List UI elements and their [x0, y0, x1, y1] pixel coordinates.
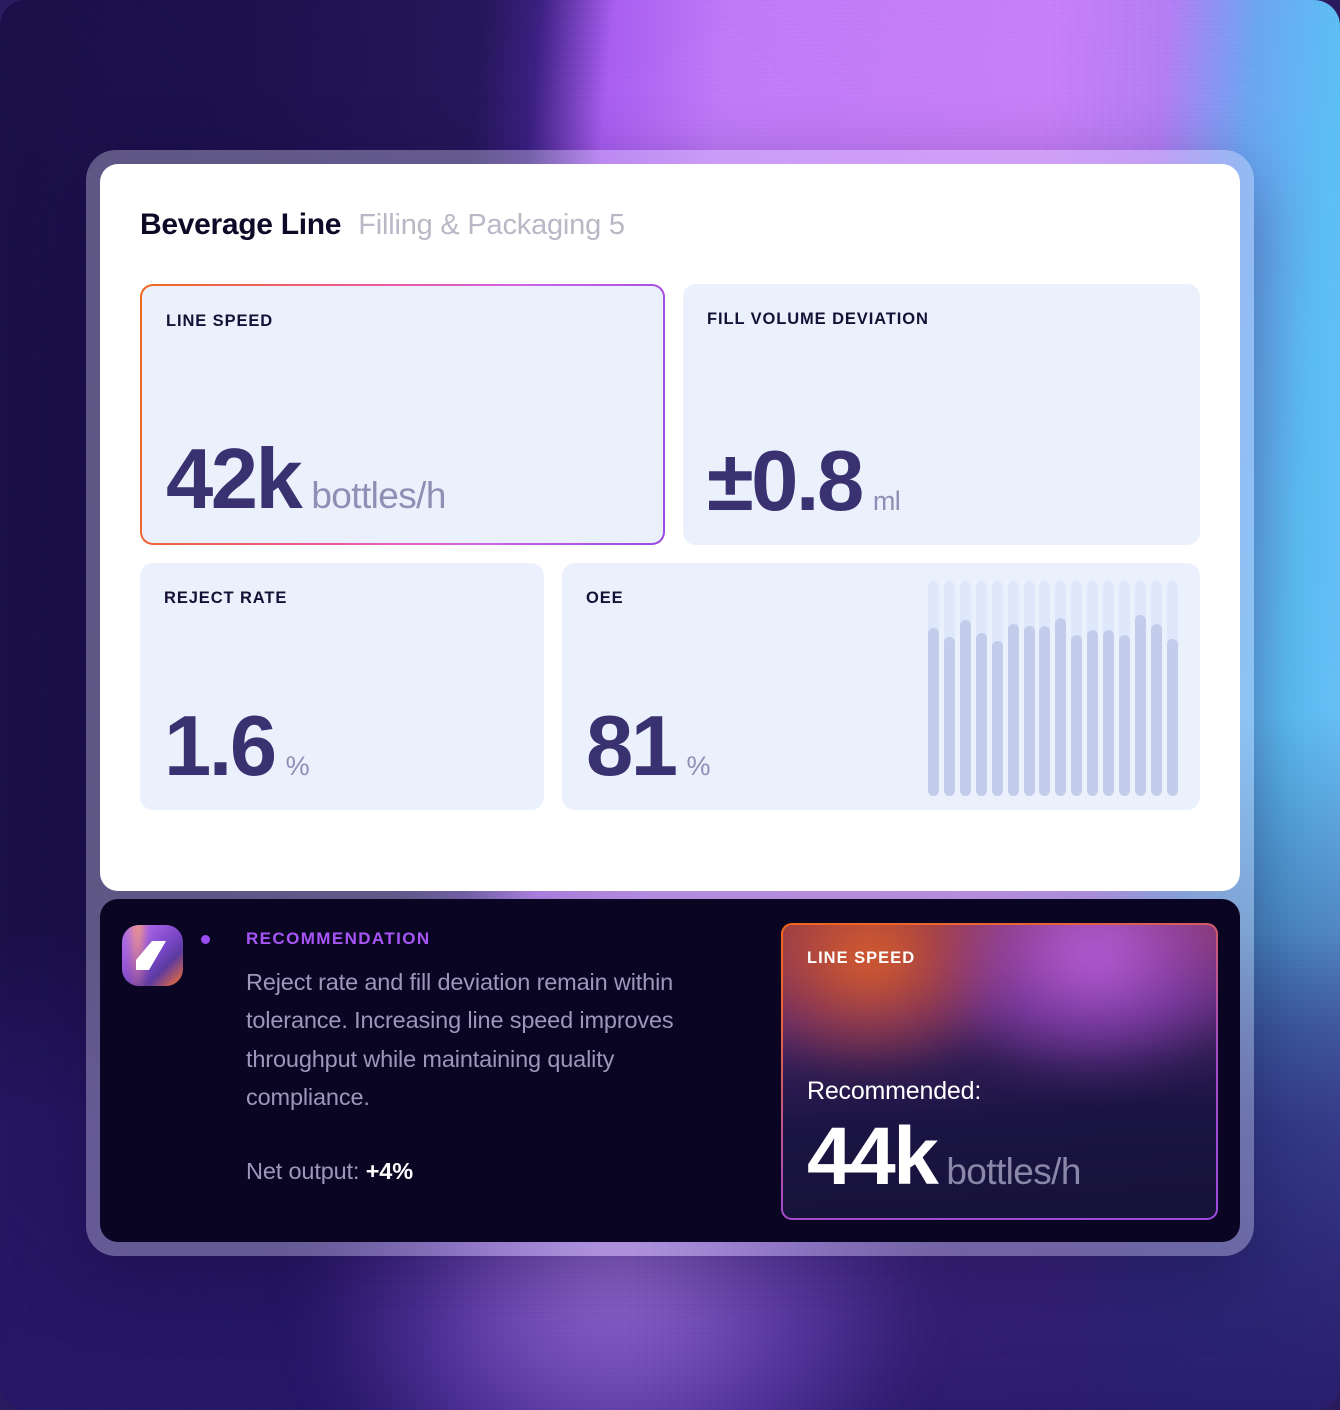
recommended-line-speed-card[interactable]: LINE SPEED Recommended: 44k bottles/h [781, 923, 1218, 1220]
metric-unit: % [686, 751, 711, 782]
sparkline-bar [928, 581, 939, 796]
recommended-card-value: 44k [807, 1111, 939, 1203]
metric-label: REJECT RATE [164, 589, 288, 607]
sparkline-bar-fill [1071, 634, 1083, 796]
dashboard-card: Beverage Line Filling & Packaging 5 LINE… [100, 164, 1240, 891]
sparkline-bar [1071, 581, 1083, 796]
metric-value-group: 42k bottles/h [166, 432, 639, 528]
sparkline-bar-fill [1103, 630, 1115, 796]
recommended-card-sub: Recommended: [807, 1077, 982, 1106]
card-glow-purple [938, 925, 1216, 1078]
metric-row-top: LINE SPEED 42k bottles/h FILL VOLUME DEV… [140, 284, 1200, 545]
net-output-row: Net output: +4% [201, 1158, 763, 1185]
sparkline-bar-fill [943, 636, 955, 796]
sparkline-bar [991, 581, 1003, 796]
sparkline-bar [1087, 581, 1099, 796]
sparkline-bar-fill [1119, 634, 1131, 796]
sparkline-bar [1166, 581, 1178, 796]
bullet-dot-icon [201, 934, 210, 944]
sparkline-bar-fill [928, 628, 939, 796]
page-subtitle: Filling & Packaging 5 [358, 209, 625, 241]
sparkline-bar [1007, 581, 1019, 796]
sparkline-bar-fill [975, 632, 987, 796]
recommended-card-label: LINE SPEED [807, 949, 916, 967]
metric-value-group: 1.6 % [164, 699, 520, 795]
metric-value: 81 [586, 699, 678, 795]
metric-label: OEE [586, 589, 624, 607]
sparkline-bar-fill [1087, 630, 1099, 796]
net-output-value: +4% [365, 1158, 413, 1185]
metric-label: LINE SPEED [166, 312, 274, 330]
recommendation-header: RECOMMENDATION [201, 929, 763, 949]
metric-value: 42k [166, 432, 303, 528]
sparkline-bar-fill [1039, 626, 1051, 796]
metric-value-group: 81 % [586, 699, 1176, 795]
metric-unit: % [285, 751, 310, 782]
oee-sparkline-chart [928, 581, 1178, 796]
sparkline-bar [1119, 581, 1131, 796]
recommendation-body: RECOMMENDATION Reject rate and fill devi… [201, 923, 763, 1220]
sparkline-bar-fill [991, 641, 1003, 796]
sparkline-bar [1055, 581, 1067, 796]
metric-value-group: ±0.8 ml [707, 434, 1176, 530]
metric-card-line-speed[interactable]: LINE SPEED 42k bottles/h [140, 284, 665, 545]
metric-unit: bottles/h [311, 475, 446, 517]
sparkline-bar [1039, 581, 1051, 796]
metric-value: ±0.8 [707, 434, 864, 530]
sparkline-bar-fill [1134, 615, 1146, 796]
page-title: Beverage Line [140, 208, 342, 241]
page-header: Beverage Line Filling & Packaging 5 [140, 208, 1200, 242]
metric-card-fill-volume-deviation[interactable]: FILL VOLUME DEVIATION ±0.8 ml [683, 284, 1200, 545]
sparkline-bar [1023, 581, 1035, 796]
app-logo-icon [122, 925, 183, 986]
net-output-label: Net output: [246, 1158, 360, 1185]
sparkline-bar-fill [1007, 624, 1019, 796]
metric-unit: ml [872, 486, 901, 517]
sparkline-bar-fill [1023, 626, 1035, 796]
metric-card-reject-rate[interactable]: REJECT RATE 1.6 % [140, 563, 544, 810]
sparkline-bar-fill [1150, 624, 1162, 796]
sparkline-bar [959, 581, 971, 796]
window-frame: Beverage Line Filling & Packaging 5 LINE… [86, 150, 1254, 1256]
sparkline-bar [1150, 581, 1162, 796]
sparkline-bar [1103, 581, 1115, 796]
sparkline-bar-fill [1166, 639, 1178, 796]
recommended-card-value-group: 44k bottles/h [807, 1111, 1192, 1203]
recommendation-kicker: RECOMMENDATION [246, 929, 431, 948]
metric-value: 1.6 [164, 699, 277, 795]
sparkline-bar [975, 581, 987, 796]
recommendation-text: Reject rate and fill deviation remain wi… [246, 969, 674, 1110]
recommendation-panel: RECOMMENDATION Reject rate and fill devi… [100, 899, 1240, 1242]
sparkline-bar-fill [1055, 617, 1067, 796]
metric-card-oee[interactable]: OEE 81 % [562, 563, 1200, 810]
sparkline-bar-fill [959, 619, 971, 796]
sparkline-bar [943, 581, 955, 796]
metric-label: FILL VOLUME DEVIATION [707, 310, 929, 328]
sparkline-bar [1134, 581, 1146, 796]
metric-row-bottom: REJECT RATE 1.6 % OEE 81 % [140, 563, 1200, 810]
recommended-card-unit: bottles/h [946, 1151, 1081, 1193]
